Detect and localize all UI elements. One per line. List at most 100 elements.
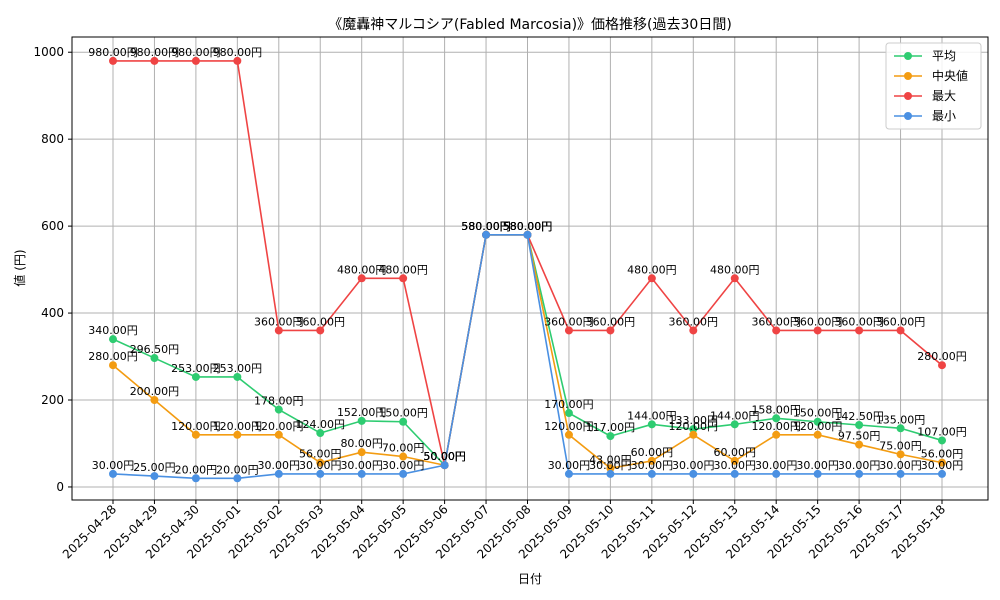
data-point xyxy=(689,469,698,478)
y-tick-label: 800 xyxy=(41,132,64,146)
data-point xyxy=(150,472,159,481)
legend-label: 平均 xyxy=(932,49,956,63)
data-point xyxy=(564,409,573,418)
legend-label: 最大 xyxy=(932,89,956,103)
data-label: 56.00円 xyxy=(921,448,964,461)
data-point xyxy=(813,469,822,478)
data-label: 30.00円 xyxy=(92,459,135,472)
data-point xyxy=(896,469,905,478)
data-label: 30.00円 xyxy=(631,459,674,472)
data-point xyxy=(233,56,242,65)
data-label: 280.00円 xyxy=(917,350,967,363)
legend-marker xyxy=(904,52,912,60)
data-label: 360.00円 xyxy=(834,315,884,328)
data-point xyxy=(855,469,864,478)
data-label: 360.00円 xyxy=(751,315,801,328)
data-point xyxy=(730,420,739,429)
data-label: 580.00円 xyxy=(461,220,511,233)
data-point xyxy=(647,420,656,429)
data-point xyxy=(896,326,905,335)
data-point xyxy=(772,469,781,478)
data-point xyxy=(274,405,283,414)
y-tick-label: 400 xyxy=(41,306,64,320)
data-point xyxy=(150,396,159,405)
data-point xyxy=(813,326,822,335)
data-label: 980.00円 xyxy=(213,46,263,59)
data-label: 20.00円 xyxy=(175,463,218,476)
data-label: 30.00円 xyxy=(548,459,591,472)
chart-title: 《魔轟神マルコシア(Fabled Marcosia)》価格推移(過去30日間) xyxy=(328,16,732,33)
data-point xyxy=(233,474,242,483)
data-label: 144.00円 xyxy=(710,409,760,422)
data-point xyxy=(274,430,283,439)
data-label: 580.00円 xyxy=(503,220,553,233)
series xyxy=(109,56,946,483)
data-point xyxy=(772,326,781,335)
data-label: 50.00円 xyxy=(423,450,466,463)
data-point xyxy=(813,417,822,426)
data-point xyxy=(482,230,491,239)
plot-frame xyxy=(71,36,989,501)
data-label: 30.00円 xyxy=(258,459,301,472)
data-point xyxy=(938,458,946,467)
data-point xyxy=(274,469,283,478)
data-label: 360.00円 xyxy=(876,315,926,328)
data-label: 30.00円 xyxy=(838,459,881,472)
data-point xyxy=(109,361,117,370)
data-point xyxy=(316,326,325,335)
data-point xyxy=(647,456,656,465)
data-point xyxy=(938,469,946,478)
data-label: 43.00円 xyxy=(589,453,632,466)
data-point xyxy=(191,430,200,439)
data-label: 120.00円 xyxy=(254,420,304,433)
data-label: 158.00円 xyxy=(751,403,801,416)
data-point xyxy=(606,464,615,473)
data-point xyxy=(938,436,946,445)
data-label: 980.00円 xyxy=(171,46,221,59)
y-tick-label: 600 xyxy=(41,219,64,233)
data-point xyxy=(689,425,698,434)
data-label: 580.00円 xyxy=(503,220,553,233)
data-point xyxy=(896,450,905,459)
data-label: 120.00円 xyxy=(793,420,843,433)
data-label: 170.00円 xyxy=(544,398,594,411)
data-label: 30.00円 xyxy=(589,459,632,472)
data-label: 360.00円 xyxy=(793,315,843,328)
data-point xyxy=(316,429,325,438)
data-label: 580.00円 xyxy=(503,220,553,233)
data-label: 30.00円 xyxy=(382,459,425,472)
data-point xyxy=(564,430,573,439)
y-axis-title: 値 (円) xyxy=(12,249,27,286)
data-label: 480.00円 xyxy=(378,263,428,276)
data-label: 150.00円 xyxy=(793,407,843,420)
data-point xyxy=(357,274,366,283)
data-label: 152.00円 xyxy=(337,406,387,419)
data-point xyxy=(440,461,449,470)
y-tick-label: 200 xyxy=(41,393,64,407)
data-label: 30.00円 xyxy=(672,459,715,472)
data-label: 133.00円 xyxy=(669,414,719,427)
data-point xyxy=(357,469,366,478)
data-label: 980.00円 xyxy=(130,46,180,59)
data-point xyxy=(399,417,408,426)
data-label: 97.50円 xyxy=(838,430,881,443)
data-point xyxy=(109,56,117,65)
data-label: 360.00円 xyxy=(544,315,594,328)
data-label: 20.00円 xyxy=(216,463,259,476)
data-point xyxy=(191,56,200,65)
data-label: 124.00円 xyxy=(296,418,346,431)
legend-box xyxy=(885,42,982,130)
data-label: 200.00円 xyxy=(130,385,180,398)
data-point xyxy=(855,421,864,430)
data-label: 25.00円 xyxy=(133,461,176,474)
data-point xyxy=(813,430,822,439)
data-label: 360.00円 xyxy=(586,315,636,328)
data-point xyxy=(606,326,615,335)
data-point xyxy=(730,456,739,465)
data-point xyxy=(274,326,283,335)
data-label: 178.00円 xyxy=(254,395,304,408)
data-point xyxy=(564,469,573,478)
data-point xyxy=(191,372,200,381)
data-point xyxy=(399,469,408,478)
